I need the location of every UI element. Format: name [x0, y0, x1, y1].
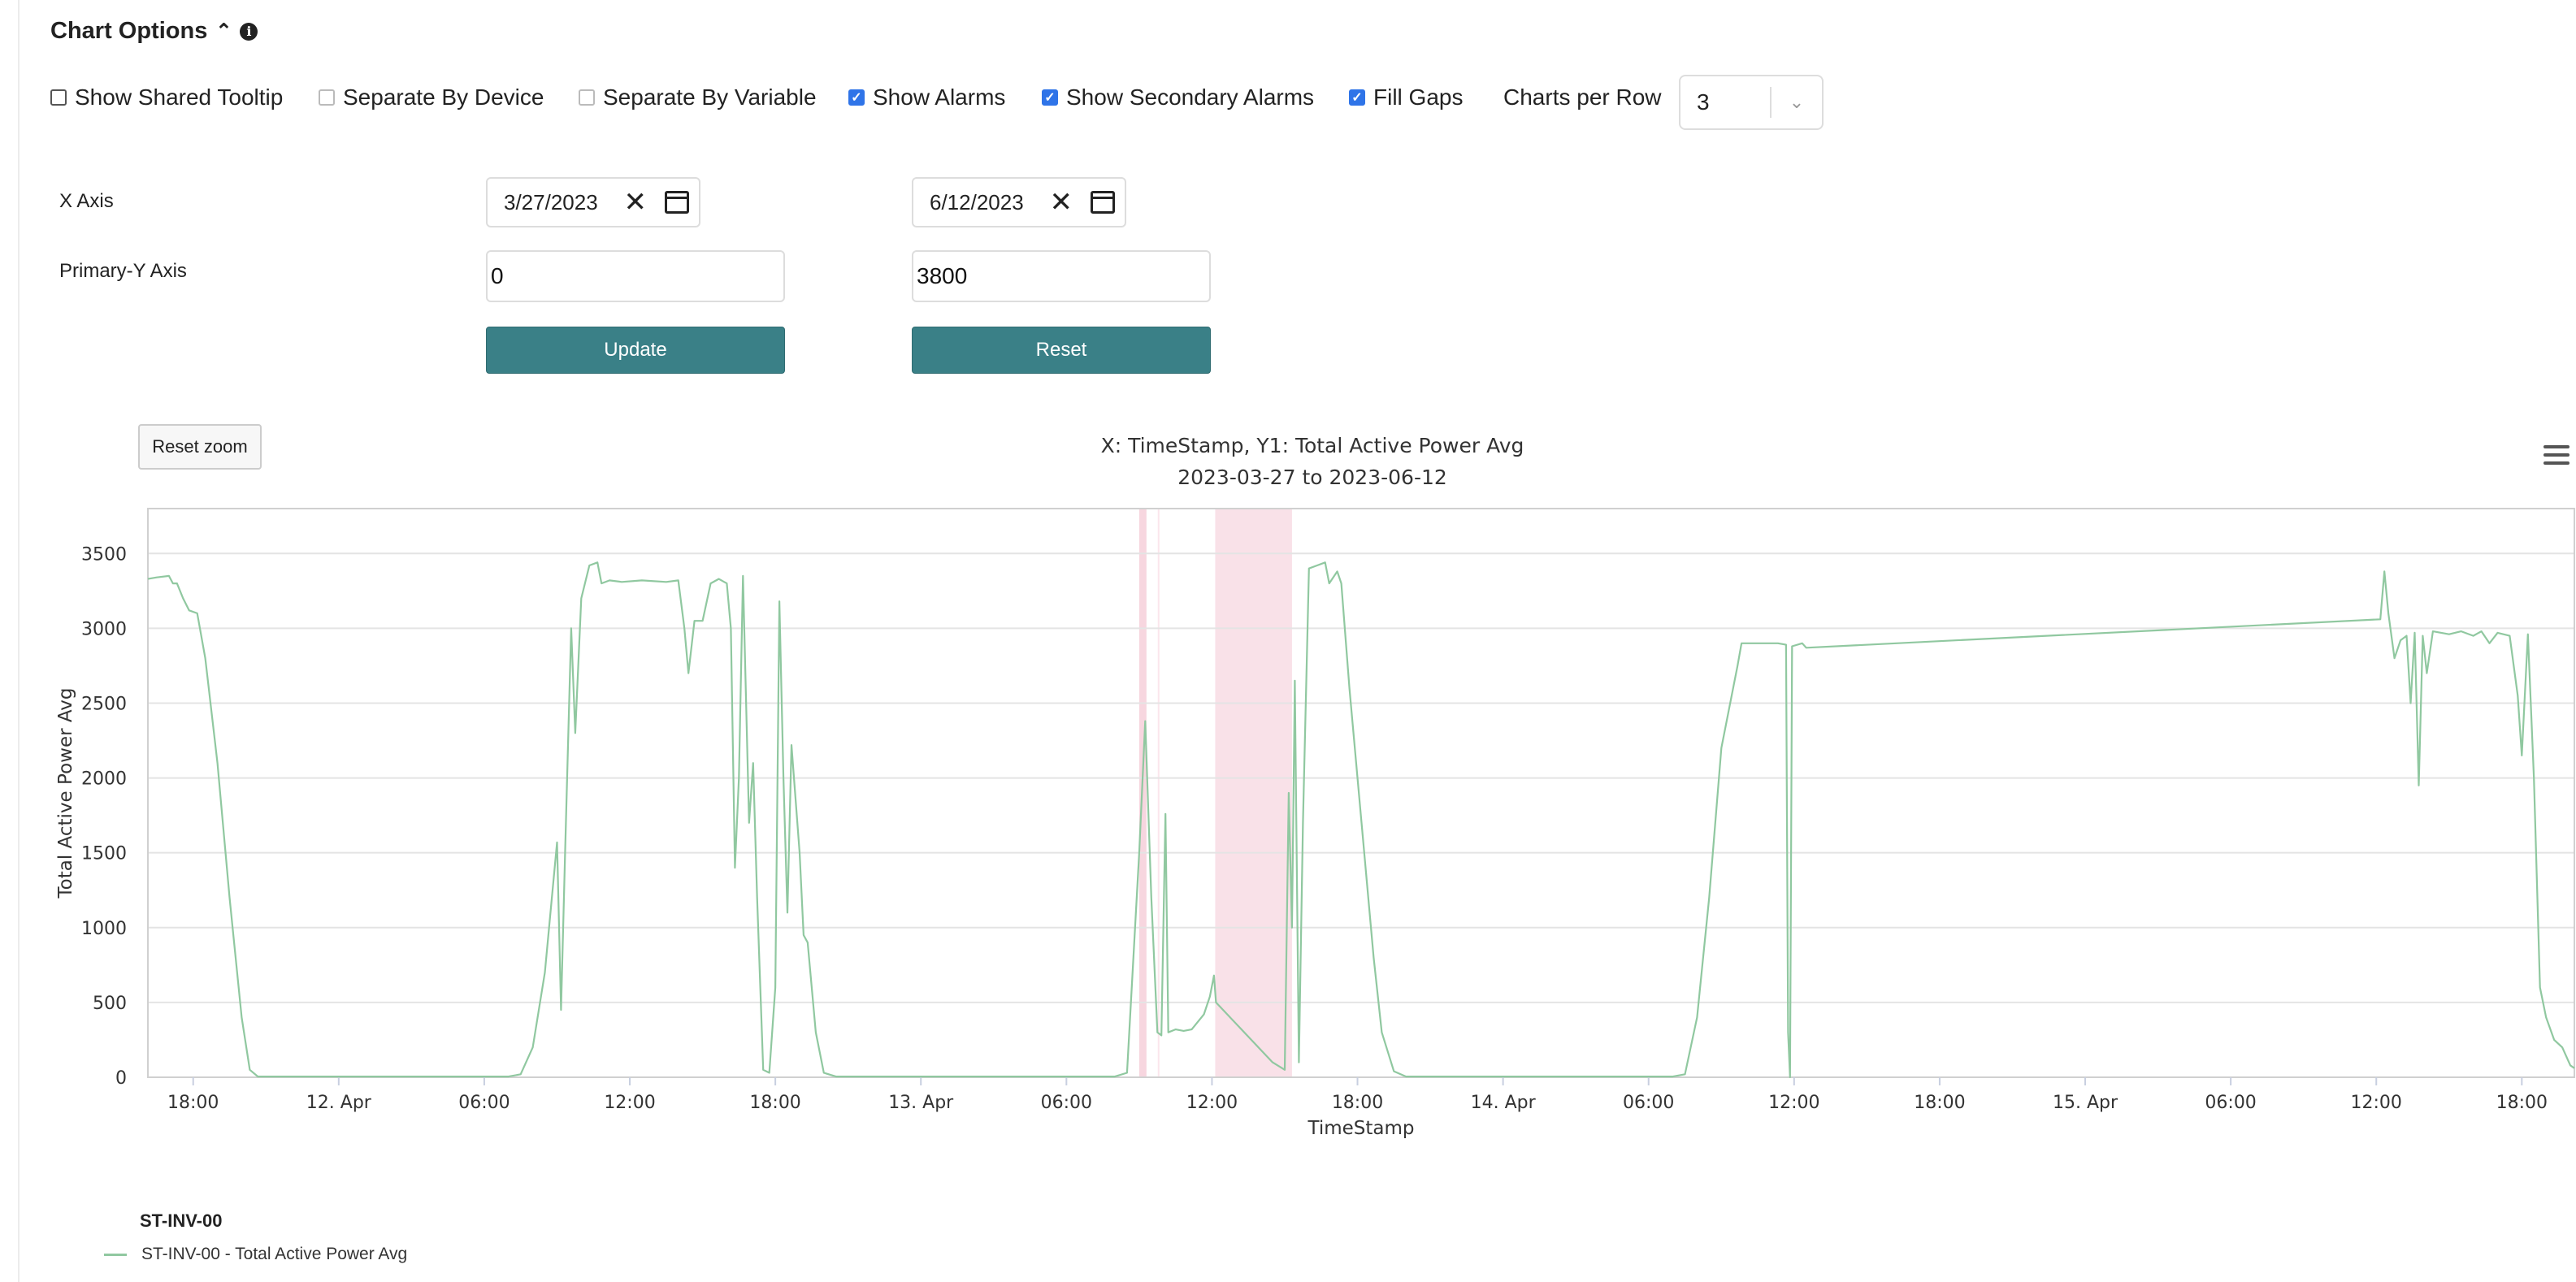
show-secondary-alarms-option[interactable]: ✓ Show Secondary Alarms	[1042, 84, 1314, 110]
x-tick-label: 12:00	[1768, 1093, 1819, 1113]
clear-icon[interactable]: ✕	[1049, 187, 1073, 218]
legend-label: ST-INV-00 - Total Active Power Avg	[141, 1245, 408, 1263]
x-tick-label: 13. Apr	[888, 1093, 954, 1113]
x-tick-label: 06:00	[1623, 1093, 1674, 1113]
x-tick-label: 18:00	[749, 1093, 800, 1113]
show-alarms-checkbox[interactable]: ✓	[848, 89, 865, 106]
show-shared-tooltip-option[interactable]: Show Shared Tooltip	[50, 84, 283, 110]
x-tick-label: 06:00	[458, 1093, 510, 1113]
x-end-date-value[interactable]: 6/12/2023	[930, 189, 1024, 214]
alarm-band	[1157, 509, 1160, 1077]
show-alarms-option[interactable]: ✓ Show Alarms	[848, 84, 1005, 110]
separate-by-variable-option[interactable]: Separate By Variable	[579, 84, 817, 110]
y-tick-label: 3500	[81, 544, 127, 565]
x-tick-labels: 18:00 12. Apr 06:00 12:00 18:00 13. Apr 06:00 1…	[167, 1077, 2548, 1113]
chevron-down-icon[interactable]: ⌄	[1789, 92, 1805, 112]
y-tick-label: 500	[93, 994, 127, 1014]
x-tick-label: 06:00	[1041, 1093, 1092, 1113]
show-shared-tooltip-label: Show Shared Tooltip	[75, 84, 284, 110]
x-start-date-value[interactable]: 3/27/2023	[504, 189, 598, 214]
legend-item[interactable]: ST-INV-00 - Total Active Power Avg	[104, 1245, 407, 1264]
show-secondary-alarms-checkbox[interactable]: ✓	[1042, 89, 1058, 106]
x-tick-label: 12:00	[2351, 1093, 2402, 1113]
separate-by-device-label: Separate By Device	[343, 84, 544, 110]
x-tick-label: 18:00	[2496, 1093, 2548, 1113]
separate-by-device-option[interactable]: Separate By Device	[319, 84, 544, 110]
x-tick-label: 18:00	[1332, 1093, 1383, 1113]
x-axis-label: X Axis	[59, 190, 114, 212]
y-max-input[interactable]: 3800	[912, 250, 1211, 302]
plot-border	[147, 508, 2575, 1078]
chevrons-collapse-icon[interactable]: ⌃	[215, 19, 232, 42]
left-border	[18, 0, 20, 1282]
update-button[interactable]: Update	[486, 327, 785, 374]
select-separator	[1770, 87, 1772, 118]
info-icon[interactable]: i	[240, 22, 258, 41]
calendar-icon[interactable]	[665, 191, 689, 214]
primary-y-axis-label: Primary-Y Axis	[59, 260, 187, 282]
y-min-input[interactable]: 0	[486, 250, 785, 302]
y-tick-labels: 0 500 1000 1500 2000 2500 3000 3500	[81, 544, 127, 1089]
alarm-band	[1215, 509, 1292, 1077]
charts-per-row-select[interactable]: 3 ⌄	[1679, 75, 1824, 130]
fill-gaps-label: Fill Gaps	[1373, 84, 1464, 110]
clear-icon[interactable]: ✕	[623, 187, 648, 218]
chart-menu-icon[interactable]	[2543, 445, 2569, 470]
y-tick-label: 1500	[81, 844, 127, 864]
x-tick-label: 12. Apr	[306, 1093, 372, 1113]
y-axis-title: Total Active Power Avg	[55, 688, 76, 899]
show-secondary-alarms-label: Show Secondary Alarms	[1066, 84, 1315, 110]
chart-subtitle: 2023-03-27 to 2023-06-12	[1177, 466, 1447, 489]
separate-by-variable-label: Separate By Variable	[603, 84, 817, 110]
x-tick-label: 06:00	[2205, 1093, 2256, 1113]
legend-title: ST-INV-00	[140, 1211, 223, 1231]
x-tick-label: 12:00	[1186, 1093, 1238, 1113]
line-chart[interactable]: 0 500 1000 1500 2000 2500 3000 3500 18:00 12. Ap…	[0, 487, 2576, 1154]
series-line	[147, 561, 2575, 1079]
x-tick-label: 12:00	[604, 1093, 655, 1113]
y-tick-label: 2500	[81, 694, 127, 714]
x-tick-label: 15. Apr	[2053, 1093, 2118, 1113]
calendar-icon[interactable]	[1091, 191, 1115, 214]
y-tick-label: 1000	[81, 919, 127, 939]
x-tick-label: 18:00	[167, 1093, 219, 1113]
chart-options-header[interactable]: Chart Options ⌃ i	[50, 18, 258, 45]
y-tick-label: 0	[115, 1068, 127, 1089]
grid-lines	[147, 508, 2575, 1078]
x-tick-label: 18:00	[1914, 1093, 1965, 1113]
series-group	[147, 561, 2575, 1079]
charts-per-row-value: 3	[1697, 89, 1710, 115]
y-tick-label: 3000	[81, 619, 127, 639]
chart-options-title: Chart Options	[50, 18, 208, 44]
show-alarms-label: Show Alarms	[873, 84, 1006, 110]
x-start-date-picker[interactable]: 3/27/2023 ✕	[486, 177, 700, 227]
fill-gaps-checkbox[interactable]: ✓	[1349, 89, 1365, 106]
y-tick-label: 2000	[81, 769, 127, 790]
separate-by-variable-checkbox[interactable]	[579, 89, 595, 106]
chart-title: X: TimeStamp, Y1: Total Active Power Avg	[1100, 434, 1524, 457]
x-end-date-picker[interactable]: 6/12/2023 ✕	[912, 177, 1126, 227]
x-tick-label: 14. Apr	[1471, 1093, 1537, 1113]
x-axis-title: TimeStamp	[1307, 1118, 1414, 1139]
charts-per-row-label: Charts per Row	[1503, 84, 1662, 110]
legend-swatch	[104, 1253, 127, 1256]
reset-button[interactable]: Reset	[912, 327, 1211, 374]
fill-gaps-option[interactable]: ✓ Fill Gaps	[1349, 84, 1463, 110]
alarm-bands	[1138, 509, 1292, 1077]
show-shared-tooltip-checkbox[interactable]	[50, 89, 67, 106]
separate-by-device-checkbox[interactable]	[319, 89, 335, 106]
reset-zoom-button[interactable]: Reset zoom	[138, 424, 262, 470]
